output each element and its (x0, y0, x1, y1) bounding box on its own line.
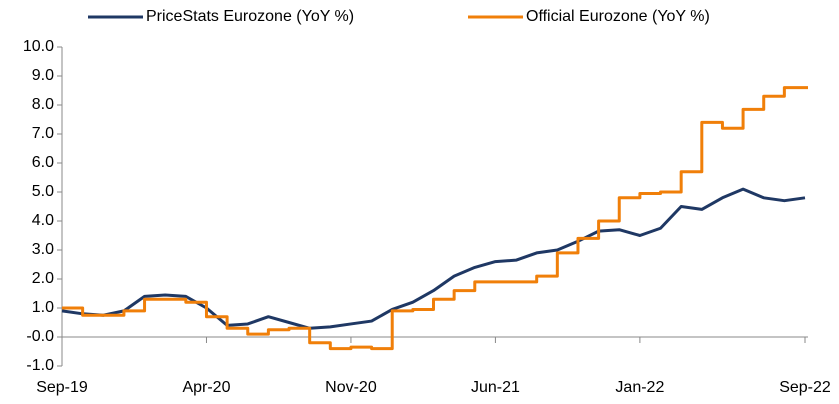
y-tick-label: 3.0 (32, 241, 54, 258)
y-tick-label: 9.0 (32, 67, 54, 84)
series-line (61, 187, 806, 330)
y-tick-label: 2.0 (32, 270, 54, 287)
y-tick-label: -0.0 (26, 328, 54, 345)
y-tick-label: 1.0 (32, 299, 54, 316)
x-tick-label: Jan-22 (615, 379, 664, 396)
legend-label: PriceStats Eurozone (YoY %) (146, 8, 354, 25)
y-tick-label: 8.0 (32, 96, 54, 113)
y-tick-label: 6.0 (32, 154, 54, 171)
x-tick-label: Nov-20 (325, 379, 377, 396)
x-tick-label: Sep-22 (779, 379, 831, 396)
y-tick-label: 10.0 (23, 38, 54, 55)
y-tick-label: -1.0 (26, 357, 54, 374)
legend-label: Official Eurozone (YoY %) (526, 8, 710, 25)
x-tick-label: Jun-21 (471, 379, 520, 396)
x-tick-label: Sep-19 (36, 379, 88, 396)
y-tick-label: 4.0 (32, 212, 54, 229)
x-tick-label: Apr-20 (182, 379, 230, 396)
series-line (62, 86, 808, 351)
y-tick-label: 5.0 (32, 183, 54, 200)
y-tick-label: 7.0 (32, 125, 54, 142)
